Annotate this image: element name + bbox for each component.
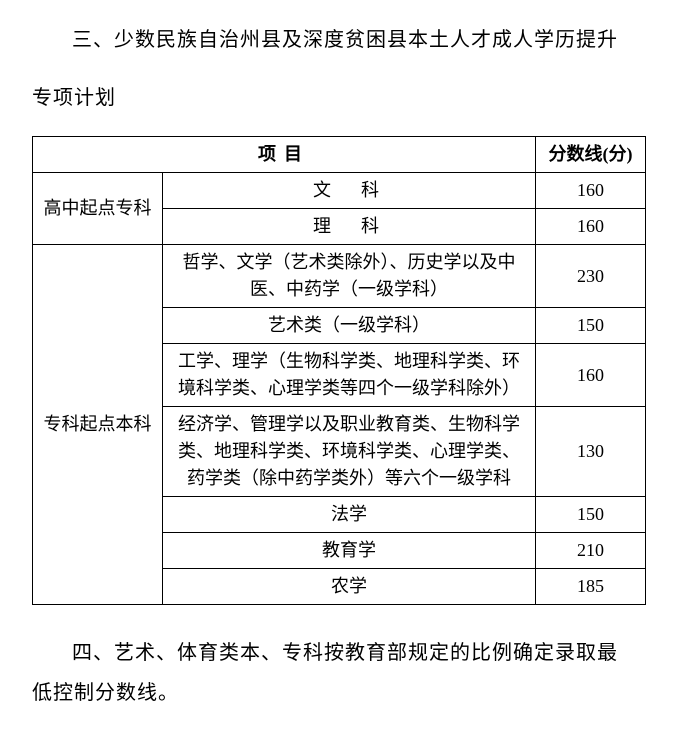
subject-cell: 农学: [163, 569, 536, 605]
score-cell: 130: [536, 407, 646, 497]
subject-cell: 教育学: [163, 533, 536, 569]
footer-line1: 四、艺术、体育类本、专科按教育部规定的比例确定录取最: [32, 633, 646, 673]
subject-cell: 工学、理学（生物科学类、地理科学类、环境科学类、心理学类等四个一级学科除外）: [163, 344, 536, 407]
footer-line2: 低控制分数线。: [32, 673, 646, 713]
subject-cell: 哲学、文学（艺术类除外）、历史学以及中医、中药学（一级学科）: [163, 245, 536, 308]
table-row: 专科起点本科 哲学、文学（艺术类除外）、历史学以及中医、中药学（一级学科） 23…: [33, 245, 646, 308]
subject-cell: 法学: [163, 497, 536, 533]
subject-cell: 经济学、管理学以及职业教育类、生物科学类、地理科学类、环境科学类、心理学类、药学…: [163, 407, 536, 497]
subject-cell: 理 科: [163, 209, 536, 245]
score-cell: 160: [536, 209, 646, 245]
score-cell: 230: [536, 245, 646, 308]
category-label-2: 专科起点本科: [33, 245, 163, 605]
subject-cell: 文 科: [163, 173, 536, 209]
col-header-score: 分数线(分): [536, 137, 646, 173]
score-cell: 160: [536, 173, 646, 209]
table-row: 高中起点专科 文 科 160: [33, 173, 646, 209]
table-header-row: 项目 分数线(分): [33, 137, 646, 173]
col-header-subject: 项目: [33, 137, 536, 173]
score-cell: 185: [536, 569, 646, 605]
score-cell: 160: [536, 344, 646, 407]
section-heading-line2: 专项计划: [32, 78, 646, 118]
score-cell: 210: [536, 533, 646, 569]
score-cell: 150: [536, 308, 646, 344]
score-table: 项目 分数线(分) 高中起点专科 文 科 160 理 科 160 专科起点本科 …: [32, 136, 646, 605]
subject-cell: 艺术类（一级学科）: [163, 308, 536, 344]
score-cell: 150: [536, 497, 646, 533]
section-heading-line1: 三、少数民族自治州县及深度贫困县本土人才成人学历提升: [32, 20, 646, 60]
category-label-1: 高中起点专科: [33, 173, 163, 245]
